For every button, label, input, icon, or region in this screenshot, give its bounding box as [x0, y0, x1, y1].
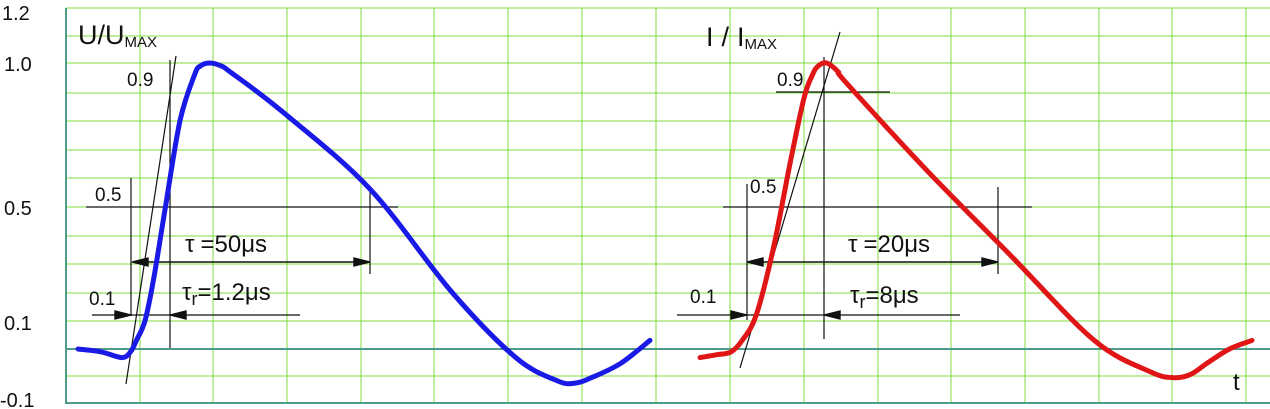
right-tr-arrowhead-out — [823, 310, 841, 320]
right-level-09-label: 0.9 — [777, 70, 803, 91]
right-panel-labels: I / IMAX 0.9 0.5 0.1 τ =20μs τr=8μs t — [690, 22, 1240, 396]
left-ylabel: U/UMAX — [78, 20, 157, 51]
left-level-05-label: 0.5 — [95, 185, 121, 206]
left-tau-arrowhead-left — [131, 257, 149, 267]
left-tangent-line — [125, 55, 177, 385]
y-tick-label: -0.1 — [0, 390, 34, 409]
y-tick-label: 0.1 — [4, 313, 32, 335]
grid-lines — [65, 7, 1270, 403]
left-tr-arrowhead-in — [114, 310, 132, 320]
annotation-arrows — [114, 257, 999, 320]
left-level-01-label: 0.1 — [89, 289, 115, 310]
y-tick-labels: 1.2 1.0 0.5 0.1 -0.1 — [0, 3, 34, 409]
curves — [75, 60, 1255, 387]
voltage-impulse-curve — [75, 60, 653, 387]
right-tau-arrowhead-right — [981, 257, 999, 267]
left-level-09-label: 0.9 — [127, 70, 153, 91]
y-tick-label: 1.2 — [2, 3, 30, 25]
right-level-05-label: 0.5 — [750, 177, 776, 198]
left-ylabel-main: U/U — [78, 20, 125, 50]
left-ylabel-sub: MAX — [125, 34, 158, 51]
right-tau-r-label: τr=8μs — [850, 282, 919, 312]
left-tau-label: τ =50μs — [185, 231, 267, 258]
axes — [65, 8, 1270, 404]
right-tr-arrowhead-in — [730, 310, 748, 320]
annotation-lines — [86, 31, 1032, 385]
y-tick-label: 1.0 — [4, 54, 32, 76]
right-level-01-label: 0.1 — [690, 287, 716, 308]
left-tau-arrowhead-right — [353, 257, 371, 267]
right-tau-label: τ =20μs — [848, 231, 930, 258]
left-panel-labels: U/UMAX 0.9 0.5 0.1 τ =50μs τr=1.2μs — [78, 20, 271, 310]
y-tick-label: 0.5 — [4, 198, 32, 220]
right-tau-arrowhead-left — [746, 257, 764, 267]
x-axis-label: t — [1233, 369, 1240, 396]
current-impulse-curve — [697, 60, 1255, 381]
right-ylabel: I / IMAX — [706, 22, 777, 53]
left-tr-arrowhead-out — [169, 310, 187, 320]
left-tau-r-label: τr=1.2μs — [182, 279, 271, 309]
